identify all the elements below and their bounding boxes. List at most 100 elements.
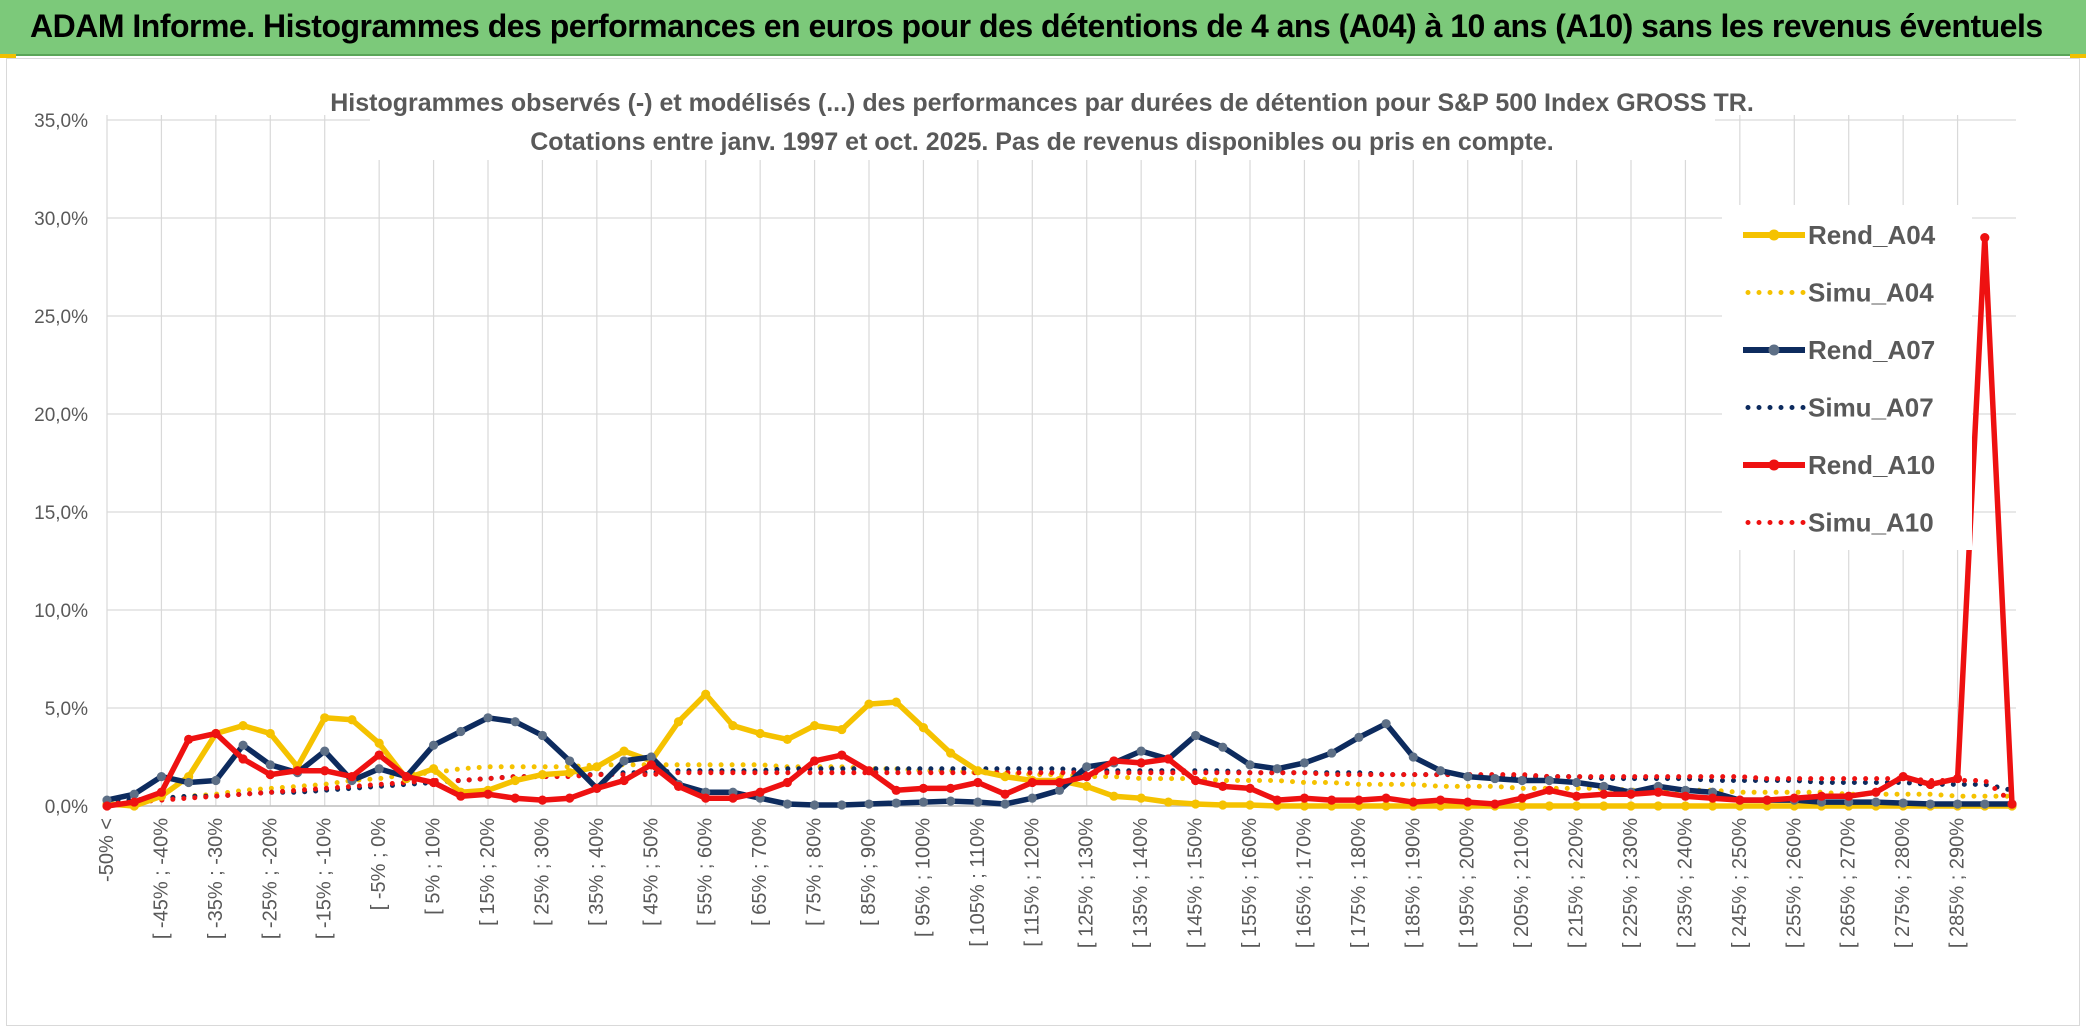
x-tick-label: [ 175% ; 180% — [1348, 818, 1370, 948]
point-Rend_A07 — [1190, 730, 1201, 741]
point-Rend_A10 — [2007, 799, 2017, 809]
point-Rend_A10 — [1871, 787, 1881, 797]
x-tick-label: [ 205% ; 210% — [1511, 818, 1533, 948]
x-tick-label: [ 265% ; 270% — [1838, 818, 1860, 948]
x-tick-label: [ 125% ; 130% — [1076, 818, 1098, 948]
point-Rend_A04 — [1299, 801, 1310, 811]
point-Rend_A10 — [1653, 787, 1663, 797]
point-Rend_A10 — [946, 783, 956, 793]
point-Rend_A04 — [238, 721, 248, 731]
legend-marker — [1768, 344, 1780, 356]
point-Rend_A10 — [456, 791, 466, 801]
point-Rend_A10 — [782, 777, 792, 788]
point-Rend_A10 — [1626, 789, 1636, 799]
point-Rend_A10 — [156, 787, 167, 797]
point-Rend_A10 — [1381, 793, 1391, 803]
point-Rend_A10 — [1000, 789, 1010, 799]
point-Rend_A10 — [619, 775, 629, 786]
y-tick-label: 10,0% — [34, 601, 88, 622]
point-Rend_A07 — [1544, 775, 1554, 786]
point-Rend_A10 — [1463, 797, 1473, 807]
point-Rend_A10 — [1789, 793, 1799, 803]
x-tick-label: [ 225% ; 230% — [1620, 818, 1642, 948]
legend-entry-Rend_A07: Rend_A07 — [1743, 335, 1935, 365]
point-Rend_A04 — [428, 764, 439, 774]
point-Rend_A04 — [320, 713, 330, 723]
point-Rend_A10 — [864, 766, 874, 776]
point-Rend_A04 — [891, 697, 901, 707]
chart-title-background — [370, 80, 1715, 160]
point-Rend_A10 — [1517, 793, 1527, 803]
point-Rend_A07 — [1027, 793, 1037, 803]
corner-accent-left — [0, 54, 16, 58]
point-Rend_A07 — [1925, 799, 1935, 809]
point-Rend_A10 — [238, 754, 248, 764]
point-Rend_A07 — [1980, 799, 1990, 809]
point-Rend_A07 — [946, 796, 956, 806]
point-Rend_A10 — [510, 793, 520, 803]
legend-label: Rend_A07 — [1808, 335, 1935, 365]
point-Rend_A10 — [320, 766, 330, 776]
point-Rend_A04 — [1000, 772, 1010, 782]
point-Rend_A04 — [265, 728, 275, 739]
point-Rend_A10 — [1925, 779, 1935, 790]
x-tick-label: [ 15% ; 20% — [477, 818, 499, 926]
point-Rend_A07 — [510, 717, 520, 727]
point-Rend_A04 — [374, 738, 384, 748]
point-Rend_A10 — [1245, 783, 1255, 793]
point-Rend_A07 — [1054, 785, 1065, 795]
point-Rend_A10 — [1844, 791, 1854, 801]
x-tick-label: [ 285% ; 290% — [1947, 818, 1969, 948]
legend-marker — [1768, 229, 1780, 241]
x-tick-label: [ 155% ; 160% — [1239, 818, 1261, 948]
point-Rend_A10 — [1680, 791, 1691, 801]
point-Rend_A07 — [129, 789, 139, 799]
x-tick-label: [ 85% ; 90% — [858, 818, 880, 926]
x-tick-label: -50% < — [96, 818, 118, 882]
point-Rend_A10 — [129, 797, 139, 807]
point-Rend_A10 — [1435, 795, 1446, 805]
point-Rend_A07 — [646, 752, 656, 762]
point-Rend_A07 — [1354, 732, 1364, 743]
legend-label: Rend_A10 — [1808, 450, 1935, 480]
point-Rend_A04 — [946, 748, 956, 758]
point-Rend_A07 — [456, 726, 466, 737]
point-Rend_A10 — [1708, 793, 1718, 803]
point-Rend_A07 — [265, 760, 275, 770]
point-Rend_A04 — [1082, 781, 1092, 792]
point-Rend_A10 — [1327, 795, 1337, 805]
y-tick-label: 30,0% — [34, 209, 88, 230]
report-title: ADAM Informe. Histogrammes des performan… — [30, 8, 2043, 44]
point-Rend_A07 — [1218, 742, 1228, 752]
point-Rend_A04 — [918, 723, 929, 733]
x-tick-label: [ 65% ; 70% — [749, 818, 771, 926]
legend-label: Simu_A07 — [1808, 393, 1934, 423]
point-Rend_A10 — [1735, 795, 1745, 805]
point-Rend_A04 — [1599, 801, 1609, 811]
point-Rend_A07 — [1517, 775, 1527, 786]
point-Rend_A04 — [1653, 801, 1663, 811]
point-Rend_A07 — [565, 756, 575, 766]
point-Rend_A10 — [891, 785, 901, 795]
point-Rend_A10 — [973, 777, 983, 788]
x-tick-label: [ 185% ; 190% — [1402, 818, 1424, 948]
point-Rend_A10 — [1952, 773, 1963, 784]
x-tick-label: [ -35% ; -30% — [205, 818, 227, 939]
point-Rend_A07 — [973, 797, 983, 807]
point-Rend_A10 — [592, 783, 602, 793]
y-tick-label: 15,0% — [34, 503, 88, 524]
point-Rend_A10 — [211, 728, 221, 739]
point-Rend_A07 — [1000, 799, 1010, 809]
point-Rend_A04 — [973, 766, 983, 776]
point-Rend_A10 — [565, 793, 575, 803]
point-Rend_A10 — [755, 787, 765, 797]
point-Rend_A10 — [1190, 775, 1201, 786]
point-Rend_A04 — [837, 724, 847, 735]
point-Rend_A07 — [1599, 781, 1609, 792]
point-Rend_A10 — [646, 760, 656, 770]
point-Rend_A04 — [1544, 801, 1554, 811]
point-Rend_A10 — [102, 801, 112, 811]
point-Rend_A04 — [619, 746, 629, 756]
point-Rend_A10 — [1354, 795, 1364, 805]
y-tick-label: 5,0% — [45, 699, 88, 720]
